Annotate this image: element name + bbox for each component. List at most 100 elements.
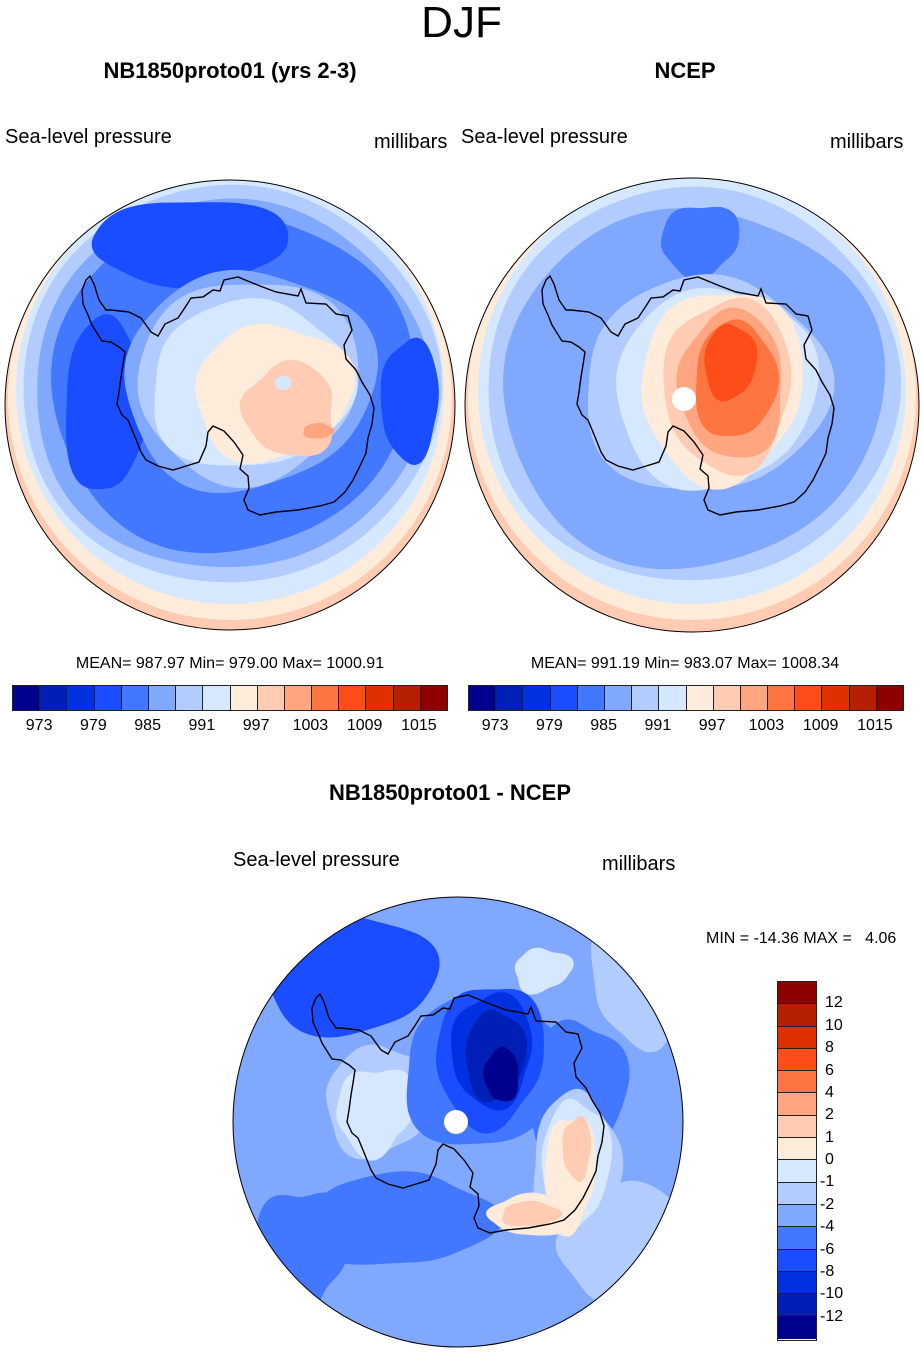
contour-band [275,376,292,390]
colorbar-swatch [339,686,367,710]
field-label-diff: Sea-level pressure [233,849,400,871]
colorbar-tick-label: -12 [820,1307,844,1325]
colorbar-tick-label: 991 [188,717,216,734]
colorbar-swatch [550,686,578,710]
colorbar-tick-label: 991 [644,717,672,734]
colorbar-swatch [778,1271,816,1295]
pole-marker [444,1110,468,1134]
contour-band [704,323,758,402]
contour-fill-group [5,180,455,630]
polar-map-diff [232,896,684,1348]
stats-diff: MIN = -14.36 MAX = 4.06 [706,930,897,947]
panel-title-diff: NB1850proto01 - NCEP [328,780,572,805]
colorbar-swatch [778,1204,816,1228]
colorbar-tick-label: 1003 [292,717,329,734]
contour-band [502,1200,563,1227]
colorbar-swatch [121,686,149,710]
map-boundary [232,896,684,1348]
panel-title-model: NB1850proto01 (yrs 2-3) [103,58,357,83]
colorbar-swatch [257,686,285,710]
colorbar-swatch [795,686,823,710]
stats-obs: MEAN= 991.19 Min= 983.07 Max= 1008.34 [530,655,840,672]
contour-band [91,202,289,289]
colorbar-swatch [284,686,313,710]
colorbar-tick-label: 1009 [346,717,383,734]
colorbar-swatch [420,686,447,710]
panel-title-obs: NCEP [654,58,716,83]
contour-band [514,947,574,995]
colorbar-swatch [469,686,497,710]
contour-band [310,1171,504,1265]
colorbar-tick-label: 985 [134,717,161,734]
colorbar-swatch [876,686,903,710]
colorbar-tick-label: -2 [820,1195,835,1213]
contour-band [661,206,740,281]
colorbar-tick-label: -10 [820,1285,844,1303]
colorbar-tick-label: 8 [825,1039,834,1057]
colorbar-tick-label: -4 [820,1218,835,1236]
colorbar-tick-label: 1009 [802,717,839,734]
colorbar-swatch [778,1071,816,1094]
colorbar-swatch [13,686,41,710]
colorbar-tick-label: -8 [820,1262,835,1280]
colorbar-tick-label: 10 [825,1016,843,1034]
units-label-model: millibars [374,131,448,153]
contour-band [380,337,439,465]
colorbar-tick-label: 2 [825,1106,834,1124]
colorbar-swatch [778,1294,816,1317]
colorbar-swatch [778,1249,816,1272]
contour-band [562,1115,592,1182]
colorbar-swatch [740,686,769,710]
colorbar-obs [468,685,904,711]
colorbar-swatch [94,686,122,710]
colorbar-swatch [849,686,877,710]
colorbar-tick-label: 12 [825,994,843,1012]
colorbar-swatch [778,1048,816,1072]
units-label-diff: millibars [602,853,676,875]
colorbar-swatch [67,686,95,710]
colorbar-swatch [604,686,633,710]
colorbar-swatch [176,686,204,710]
colorbar-swatch [40,686,68,710]
colorbar-tick-label: -1 [820,1173,835,1191]
colorbar-swatch [778,1182,816,1205]
colorbar-swatch [778,1316,816,1339]
polar-map-obs [464,177,920,633]
colorbar-model [12,685,448,711]
colorbar-swatch [203,686,231,710]
colorbar-swatch [523,686,551,710]
colorbar-swatch [659,686,687,710]
colorbar-tick-label: 1003 [748,717,785,734]
colorbar-swatch [632,686,660,710]
colorbar-ticks-diff: 12 10 8 6 4 2 1 0 -1 -2 -4 -6 -8 -10 -12 [820,981,862,1339]
colorbar-tick-label: 997 [698,717,726,734]
colorbar-tick-label: 973 [25,717,53,734]
colorbar-swatch [778,1093,816,1116]
colorbar-swatch [148,686,177,710]
colorbar-swatch [778,982,816,1005]
colorbar-diff [777,981,817,1341]
colorbar-tick-label: 1015 [401,717,437,734]
map-boundary [464,177,920,633]
colorbar-swatch [778,1115,816,1139]
units-label-obs: millibars [830,131,904,153]
colorbar-tick-label: 985 [590,717,617,734]
colorbar-swatch [768,686,796,710]
colorbar-swatch [778,1026,816,1049]
colorbar-swatch [713,686,741,710]
colorbar-swatch [778,1004,816,1027]
field-label-model: Sea-level pressure [5,126,172,148]
colorbar-swatch [778,1227,816,1250]
contour-band [336,1069,415,1161]
colorbar-swatch [496,686,524,710]
colorbar-tick-label: 1 [825,1128,834,1146]
antarctica-coastline [81,274,375,516]
polar-map-model [4,179,456,631]
colorbar-swatch [366,686,394,710]
contour-band [303,422,335,439]
stats-model: MEAN= 987.97 Min= 979.00 Max= 1000.91 [75,655,385,672]
map-boundary [4,179,456,631]
colorbar-tick-label: 6 [825,1061,834,1079]
colorbar-swatch [230,686,258,710]
colorbar-swatch [778,1160,816,1183]
